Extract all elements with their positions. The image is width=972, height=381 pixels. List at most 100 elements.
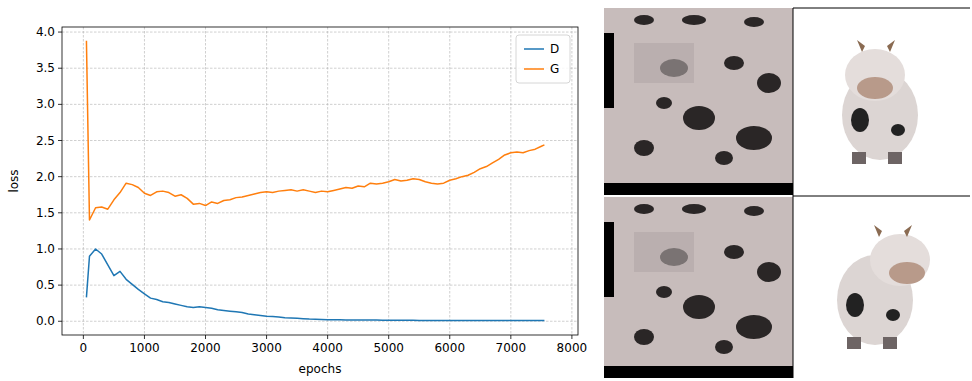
y-axis-title: loss: [7, 169, 21, 192]
texture-spot: [724, 56, 744, 70]
grid-line: [327, 27, 328, 335]
grid-line: [62, 248, 578, 249]
tick-label: 4.0: [36, 25, 55, 39]
texture-border: [604, 222, 614, 297]
cow-leg: [883, 337, 897, 349]
tick-label: 1000: [129, 341, 160, 355]
texture-border: [604, 366, 793, 378]
texture-spot: [682, 15, 706, 25]
grid-line: [510, 27, 511, 335]
legend-swatch: [524, 48, 544, 50]
x-axis-title: epochs: [299, 362, 342, 376]
tick-label: 6000: [434, 341, 465, 355]
grid-line: [266, 27, 267, 335]
cow-spot: [846, 293, 864, 317]
texture-spot: [634, 15, 654, 25]
tick-mark: [266, 335, 267, 339]
texture-spot: [683, 106, 715, 130]
grid-line: [62, 68, 578, 69]
texture-patch: [634, 232, 694, 272]
tick-mark: [83, 335, 84, 339]
tick-label: 5000: [373, 341, 404, 355]
tick-label: 3.0: [36, 97, 55, 111]
cow-leg: [888, 152, 902, 164]
cow-horns: [874, 225, 912, 237]
cow-spot: [851, 108, 869, 132]
grid-line: [62, 285, 578, 286]
tick-label: 4000: [312, 341, 343, 355]
tick-mark: [144, 335, 145, 339]
tick-label: 3.5: [36, 61, 55, 75]
cow-horns: [857, 40, 895, 52]
texture-spot: [634, 329, 654, 345]
tick-mark: [58, 321, 62, 322]
texture-spot: [757, 73, 781, 93]
panel-divider: [793, 196, 970, 197]
texture-spot: [683, 295, 715, 319]
texture-map: [604, 8, 793, 195]
grid-line: [62, 104, 578, 105]
texture-spot: [736, 126, 772, 150]
grid-line: [62, 212, 578, 213]
tick-mark: [327, 335, 328, 339]
tick-mark: [58, 32, 62, 33]
cow-muzzle: [857, 77, 893, 99]
image-panels: [604, 8, 970, 378]
legend-box: [516, 35, 570, 83]
grid: [62, 27, 578, 335]
tick-label: 1.5: [36, 206, 55, 220]
cow-leg: [852, 152, 866, 164]
line-d: [86, 249, 544, 321]
texture-spot: [744, 206, 764, 216]
texture-spot: [724, 245, 744, 259]
tick-label: 8000: [557, 341, 588, 355]
texture-spot: [682, 204, 706, 214]
grid-line: [62, 140, 578, 141]
grid-line: [144, 27, 145, 335]
legend-label: G: [550, 62, 559, 76]
plot-frame: [62, 27, 578, 335]
texture-spot: [715, 340, 733, 354]
texture-spot: [744, 17, 764, 27]
cow-spot: [886, 309, 900, 321]
tick-mark: [571, 335, 572, 339]
figure: 0 1000 2000 3000 4000 5000 6000 7000 8000 0.0 0.5 1…: [0, 0, 972, 381]
tick-mark: [58, 68, 62, 69]
legend-swatch: [524, 68, 544, 70]
texture-border: [604, 183, 793, 195]
texture-spot: [656, 286, 672, 298]
tick-label: 2.0: [36, 170, 55, 184]
cow-leg: [847, 337, 861, 349]
tick-label: 1.0: [36, 242, 55, 256]
tick-mark: [205, 335, 206, 339]
tick-label: 0: [80, 341, 88, 355]
cow-head: [845, 49, 905, 101]
texture-spot: [634, 140, 654, 156]
tick-mark: [58, 176, 62, 177]
tick-mark: [58, 212, 62, 213]
cow-muzzle: [889, 262, 925, 284]
texture-spot: [736, 315, 772, 339]
tick-label: 0.0: [36, 314, 55, 328]
tick-mark: [388, 335, 389, 339]
tick-label: 0.5: [36, 278, 55, 292]
cow-spot: [891, 124, 905, 136]
texture-spot: [656, 97, 672, 109]
line-g: [86, 41, 544, 220]
grid-line: [83, 27, 84, 335]
tick-label: 3000: [251, 341, 282, 355]
grid-line: [571, 27, 572, 335]
panel-divider: [793, 8, 970, 9]
texture-patch: [634, 43, 694, 83]
texture-spot: [634, 204, 654, 214]
texture-spot: [757, 262, 781, 282]
series-group: [86, 41, 544, 321]
tick-label: 2000: [190, 341, 221, 355]
tick-mark: [58, 140, 62, 141]
tick-mark: [510, 335, 511, 339]
texture-border: [604, 33, 614, 108]
grid-line: [205, 27, 206, 335]
texture-spot: [715, 151, 733, 165]
tick-label: 7000: [496, 341, 527, 355]
legend: DG: [516, 35, 570, 83]
